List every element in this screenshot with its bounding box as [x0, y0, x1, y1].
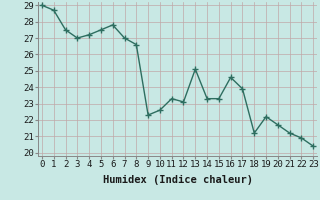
X-axis label: Humidex (Indice chaleur): Humidex (Indice chaleur): [103, 175, 252, 185]
